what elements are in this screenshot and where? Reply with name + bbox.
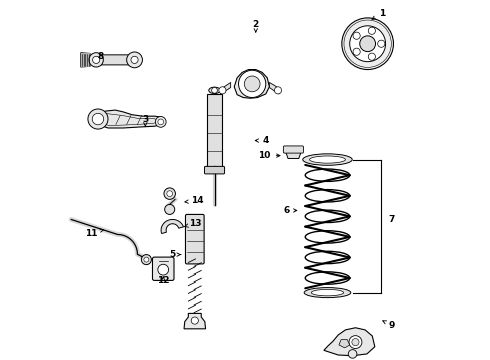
Circle shape bbox=[141, 255, 151, 265]
Circle shape bbox=[93, 56, 100, 63]
Polygon shape bbox=[324, 328, 375, 356]
Circle shape bbox=[131, 56, 138, 63]
Text: 8: 8 bbox=[98, 52, 103, 61]
Text: 6: 6 bbox=[283, 206, 297, 215]
Ellipse shape bbox=[304, 288, 351, 298]
Circle shape bbox=[353, 48, 360, 55]
FancyBboxPatch shape bbox=[283, 146, 303, 153]
Circle shape bbox=[378, 40, 385, 47]
FancyBboxPatch shape bbox=[186, 215, 204, 264]
Circle shape bbox=[144, 257, 149, 262]
FancyBboxPatch shape bbox=[204, 166, 224, 174]
Text: 9: 9 bbox=[383, 321, 395, 330]
Circle shape bbox=[348, 350, 357, 358]
Text: 12: 12 bbox=[157, 276, 170, 285]
Polygon shape bbox=[95, 110, 164, 128]
Circle shape bbox=[349, 336, 362, 348]
Text: 5: 5 bbox=[169, 250, 181, 259]
Text: 4: 4 bbox=[255, 136, 269, 145]
Circle shape bbox=[167, 191, 172, 197]
Polygon shape bbox=[270, 82, 280, 94]
Circle shape bbox=[158, 119, 164, 125]
Polygon shape bbox=[339, 339, 350, 348]
Circle shape bbox=[353, 32, 360, 39]
Circle shape bbox=[352, 338, 359, 346]
Ellipse shape bbox=[303, 154, 352, 165]
Circle shape bbox=[219, 87, 226, 94]
Text: 11: 11 bbox=[85, 229, 103, 238]
Text: 2: 2 bbox=[253, 19, 259, 32]
Circle shape bbox=[165, 204, 175, 215]
Circle shape bbox=[274, 87, 282, 94]
Circle shape bbox=[126, 52, 143, 68]
Polygon shape bbox=[161, 220, 183, 234]
FancyBboxPatch shape bbox=[95, 55, 135, 65]
Polygon shape bbox=[184, 314, 205, 329]
Polygon shape bbox=[234, 69, 270, 98]
Text: 3: 3 bbox=[142, 114, 148, 126]
FancyBboxPatch shape bbox=[152, 257, 174, 280]
Circle shape bbox=[350, 26, 386, 62]
Circle shape bbox=[155, 117, 166, 127]
Circle shape bbox=[239, 70, 266, 98]
Text: 7: 7 bbox=[389, 215, 395, 224]
Circle shape bbox=[89, 53, 103, 67]
Polygon shape bbox=[207, 94, 222, 169]
Text: 14: 14 bbox=[185, 196, 204, 205]
Ellipse shape bbox=[209, 87, 221, 94]
Circle shape bbox=[92, 113, 104, 125]
Circle shape bbox=[212, 87, 218, 93]
Circle shape bbox=[368, 27, 375, 34]
Circle shape bbox=[360, 36, 375, 51]
Text: 1: 1 bbox=[372, 9, 386, 19]
Ellipse shape bbox=[311, 289, 343, 296]
Polygon shape bbox=[286, 151, 301, 158]
Circle shape bbox=[245, 76, 260, 92]
Circle shape bbox=[88, 109, 108, 129]
Polygon shape bbox=[220, 82, 231, 94]
Circle shape bbox=[158, 264, 169, 275]
Text: 13: 13 bbox=[184, 219, 202, 228]
Polygon shape bbox=[81, 53, 90, 67]
Circle shape bbox=[342, 18, 393, 69]
Ellipse shape bbox=[310, 156, 345, 163]
Text: 10: 10 bbox=[258, 151, 280, 160]
Circle shape bbox=[368, 53, 375, 60]
Circle shape bbox=[164, 188, 175, 199]
Circle shape bbox=[191, 317, 198, 324]
